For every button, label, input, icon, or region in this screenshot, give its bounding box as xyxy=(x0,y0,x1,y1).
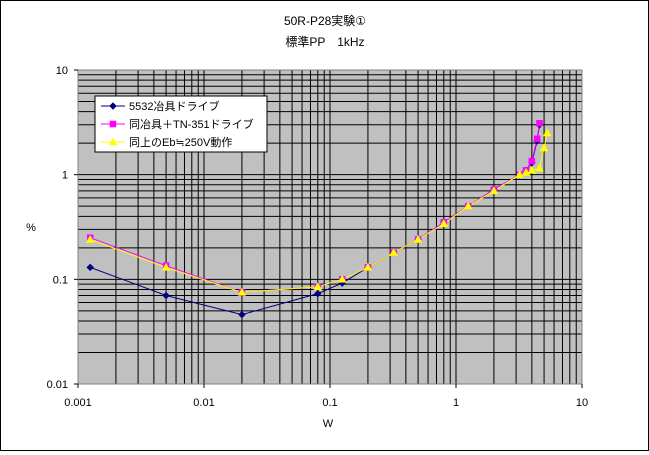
x-axis-label: W xyxy=(323,418,334,430)
data-point-series-2 xyxy=(536,119,543,127)
data-point-series-3 xyxy=(489,186,499,195)
data-point-series-3 xyxy=(521,167,531,176)
data-point-series-3 xyxy=(527,165,537,174)
x-tick-labels: 0.001 0.01 0.1 1 10 xyxy=(64,384,588,409)
data-point-series-1 xyxy=(238,310,246,319)
chart-subtitle: 標準PP 1kHz xyxy=(285,34,364,49)
data-point-series-3 xyxy=(539,143,549,152)
data-point-series-2 xyxy=(533,135,541,143)
data-point-series-3 xyxy=(463,201,473,210)
data-point-series-3 xyxy=(161,262,171,271)
y-tick-label: 1 xyxy=(62,170,68,182)
data-point-series-3 xyxy=(363,262,373,271)
data-point-series-3 xyxy=(389,248,399,256)
legend-label-2: 同冶具＋TN-351ドライブ xyxy=(129,117,254,131)
legend-marker-2 xyxy=(109,120,117,128)
y-tick-label: 0.01 xyxy=(47,379,68,391)
legend-label-3: 同上のEb≒250V動作 xyxy=(129,135,232,149)
y-tick-label: 0.1 xyxy=(53,274,68,286)
data-point-series-1 xyxy=(86,263,95,272)
x-tick-label: 1 xyxy=(453,397,459,409)
data-point-series-3 xyxy=(337,274,347,283)
y-tick-label: 10 xyxy=(56,65,68,77)
data-point-series-3 xyxy=(237,287,247,296)
data-point-series-3 xyxy=(85,235,95,243)
data-point-series-3 xyxy=(413,235,423,243)
y-tick-labels: 10 1 0.1 0.01 xyxy=(47,65,78,391)
data-point-series-3 xyxy=(542,128,552,137)
legend-marker-3 xyxy=(108,137,118,146)
data-point-series-3 xyxy=(313,282,323,290)
x-tick-label: 0.1 xyxy=(322,397,337,409)
data-point-series-2 xyxy=(528,157,536,165)
chart-title: 50R-P28実験① xyxy=(284,13,366,28)
x-tick-label: 10 xyxy=(576,397,588,409)
x-tick-label: 0.001 xyxy=(64,397,92,409)
data-point-series-3 xyxy=(515,170,525,178)
x-tick-label: 0.01 xyxy=(193,397,214,409)
data-point-series-1 xyxy=(313,289,322,298)
data-point-series-3 xyxy=(535,163,544,172)
legend-label-1: 5532冶具ドライブ xyxy=(129,99,219,113)
data-point-series-1 xyxy=(162,291,170,300)
series-markers xyxy=(85,119,552,319)
y-axis-label: % xyxy=(26,222,36,234)
legend-marker-1 xyxy=(109,102,117,110)
data-point-series-3 xyxy=(439,219,449,227)
